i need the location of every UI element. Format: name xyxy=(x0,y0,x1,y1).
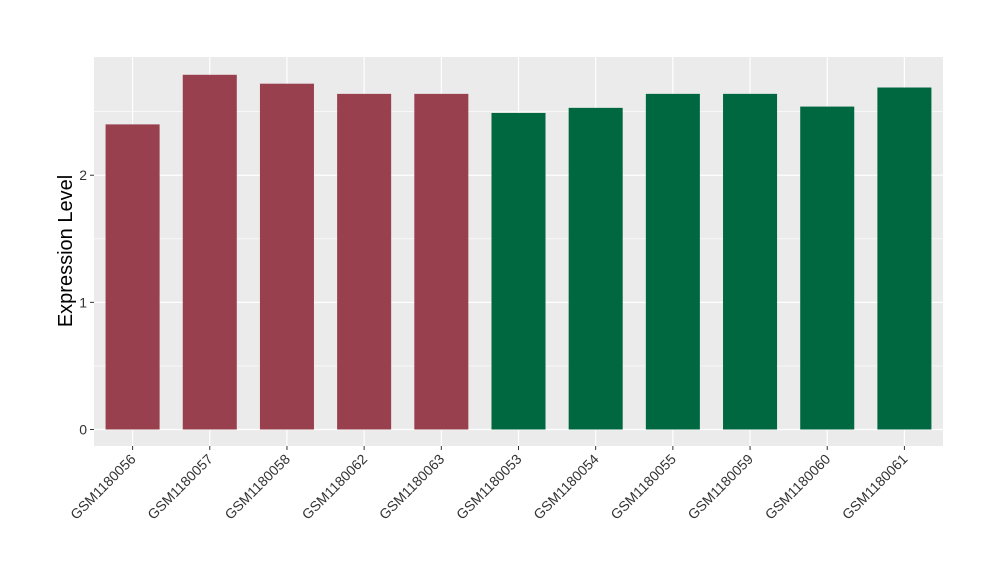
x-tick-label: GSM1180057 xyxy=(144,451,216,523)
x-tick-label: GSM1180063 xyxy=(376,451,448,523)
bar-GSM1180055 xyxy=(645,93,700,430)
x-tick-label: GSM1180055 xyxy=(607,451,679,523)
y-tick-label: 2 xyxy=(79,167,87,183)
bar-GSM1180060 xyxy=(800,106,855,430)
x-tick-label: GSM1180062 xyxy=(299,451,371,523)
bar-GSM1180059 xyxy=(723,93,778,430)
x-tick-label: GSM1180059 xyxy=(684,451,756,523)
bar-GSM1180054 xyxy=(568,107,623,430)
bar-GSM1180058 xyxy=(259,83,314,430)
bar-GSM1180063 xyxy=(414,93,469,430)
x-tick-label: GSM1180054 xyxy=(530,451,602,523)
y-tick-label: 1 xyxy=(79,294,87,310)
y-axis: 0 1 2 xyxy=(79,167,94,437)
x-tick-label: GSM1180061 xyxy=(839,451,911,523)
bar-GSM1180056 xyxy=(105,124,160,430)
bars xyxy=(105,74,932,430)
y-tick-label: 0 xyxy=(79,421,87,437)
x-tick-label: GSM1180056 xyxy=(67,451,139,523)
x-tick-label: GSM1180058 xyxy=(221,451,293,523)
bar-GSM1180053 xyxy=(491,112,546,430)
x-tick-label: GSM1180060 xyxy=(762,451,834,523)
bar-GSM1180062 xyxy=(337,93,392,430)
y-axis-title: Expression Level xyxy=(55,175,77,327)
bar-GSM1180061 xyxy=(877,87,932,430)
x-axis: GSM1180056 GSM1180057 GSM1180058 GSM1180062… xyxy=(67,446,911,522)
bar-GSM1180057 xyxy=(182,74,237,430)
x-tick-label: GSM1180053 xyxy=(453,451,525,523)
